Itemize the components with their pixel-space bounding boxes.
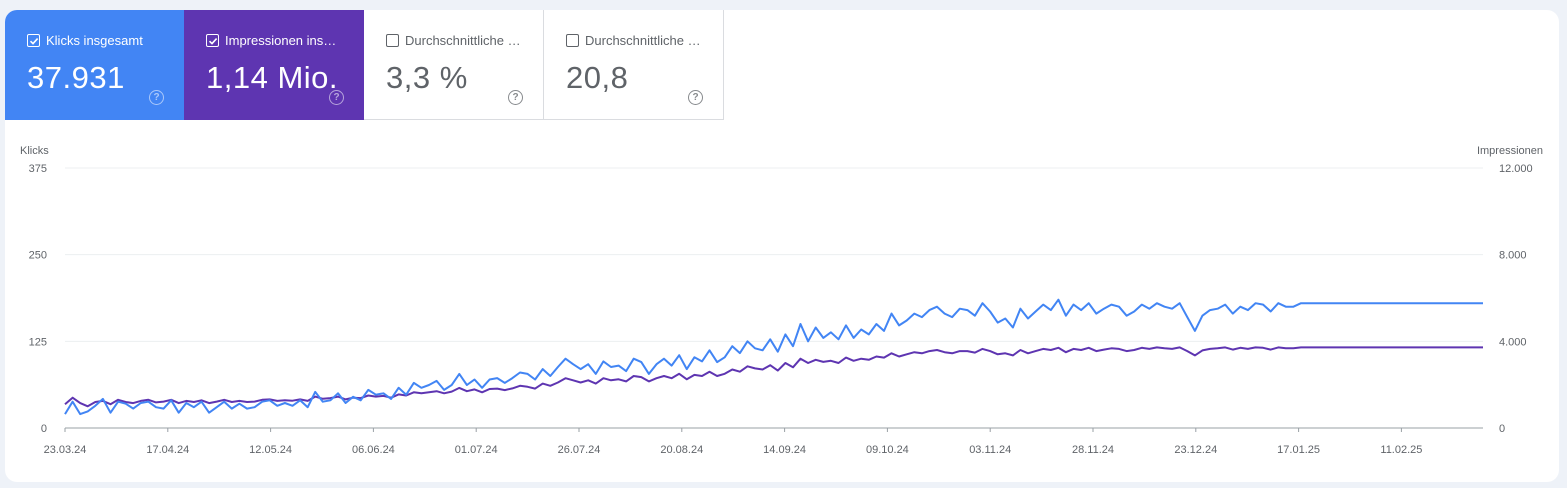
x-tick-label: 26.07.24	[558, 444, 601, 456]
x-tick-label: 12.05.24	[249, 444, 292, 456]
x-tick-label: 20.08.24	[660, 444, 703, 456]
y-tick-label-right: 4.000	[1499, 336, 1527, 348]
metric-label: Impressionen ins…	[225, 33, 337, 48]
x-tick-label: 11.02.25	[1380, 444, 1422, 456]
metric-value: 20,8	[566, 60, 629, 95]
help-icon[interactable]: ?	[329, 90, 344, 105]
y-axis-label-left: Klicks	[20, 145, 49, 157]
y-tick-labels: 0 0 125 4.000 250 8.000 375 12.000	[29, 163, 1533, 435]
x-tick-label: 03.11.24	[969, 444, 1011, 456]
y-tick-label-left: 250	[29, 250, 47, 262]
x-tick-label: 01.07.24	[455, 444, 498, 456]
series-line-klicks	[64, 298, 1483, 416]
help-icon[interactable]: ?	[149, 90, 164, 105]
y-axis-label-right: Impressionen	[1477, 145, 1543, 157]
metric-label: Klicks insgesamt	[46, 33, 143, 48]
metric-tile-position[interactable]: Durchschnittliche … 20,8 ?	[544, 10, 724, 120]
checkbox-unchecked-icon[interactable]	[566, 34, 579, 47]
x-tick-label: 28.11.24	[1072, 444, 1114, 456]
metric-value: 3,3 %	[386, 60, 468, 95]
y-tick-label-left: 375	[29, 163, 47, 175]
y-tick-label-right: 8.000	[1499, 250, 1527, 262]
x-tick-label: 23.03.24	[44, 444, 87, 456]
x-tick-label: 17.04.24	[146, 444, 189, 456]
metric-tile-impressions[interactable]: Impressionen ins… 1,14 Mio. ?	[184, 10, 364, 120]
x-tick-labels: 23.03.24 17.04.24 12.05.24 06.06.24 01.07.24…	[44, 428, 1422, 456]
metric-tiles: Klicks insgesamt 37.931 ? Impressionen i…	[5, 10, 724, 120]
x-tick-label: 09.10.24	[866, 444, 909, 456]
x-tick-label: 06.06.24	[352, 444, 395, 456]
help-icon[interactable]: ?	[688, 90, 703, 105]
y-tick-label-left: 125	[29, 336, 47, 348]
performance-card: Klicks insgesamt 37.931 ? Impressionen i…	[5, 10, 1559, 482]
y-tick-label-left: 0	[41, 423, 47, 435]
gridlines	[65, 167, 1483, 429]
x-tick-label: 17.01.25	[1277, 444, 1320, 456]
y-tick-label-right: 12.000	[1499, 163, 1533, 175]
series-line-impressionen	[64, 346, 1483, 408]
checkbox-checked-icon[interactable]	[27, 34, 40, 47]
series-lines	[64, 298, 1483, 416]
checkbox-unchecked-icon[interactable]	[386, 34, 399, 47]
checkbox-checked-icon[interactable]	[206, 34, 219, 47]
x-tick-label: 14.09.24	[763, 444, 806, 456]
help-icon[interactable]: ?	[508, 90, 523, 105]
metric-tile-ctr[interactable]: Durchschnittliche … 3,3 % ?	[364, 10, 544, 120]
metric-value: 37.931	[27, 60, 125, 95]
metric-value: 1,14 Mio.	[206, 60, 339, 95]
x-tick-label: 23.12.24	[1174, 444, 1217, 456]
performance-chart[interactable]: Klicks Impressionen 0 0 125 4.000 250 8.000 37…	[5, 10, 1559, 482]
metric-tile-clicks[interactable]: Klicks insgesamt 37.931 ?	[5, 10, 184, 120]
metric-label: Durchschnittliche …	[585, 33, 701, 48]
y-tick-label-right: 0	[1499, 423, 1505, 435]
metric-label: Durchschnittliche …	[405, 33, 521, 48]
